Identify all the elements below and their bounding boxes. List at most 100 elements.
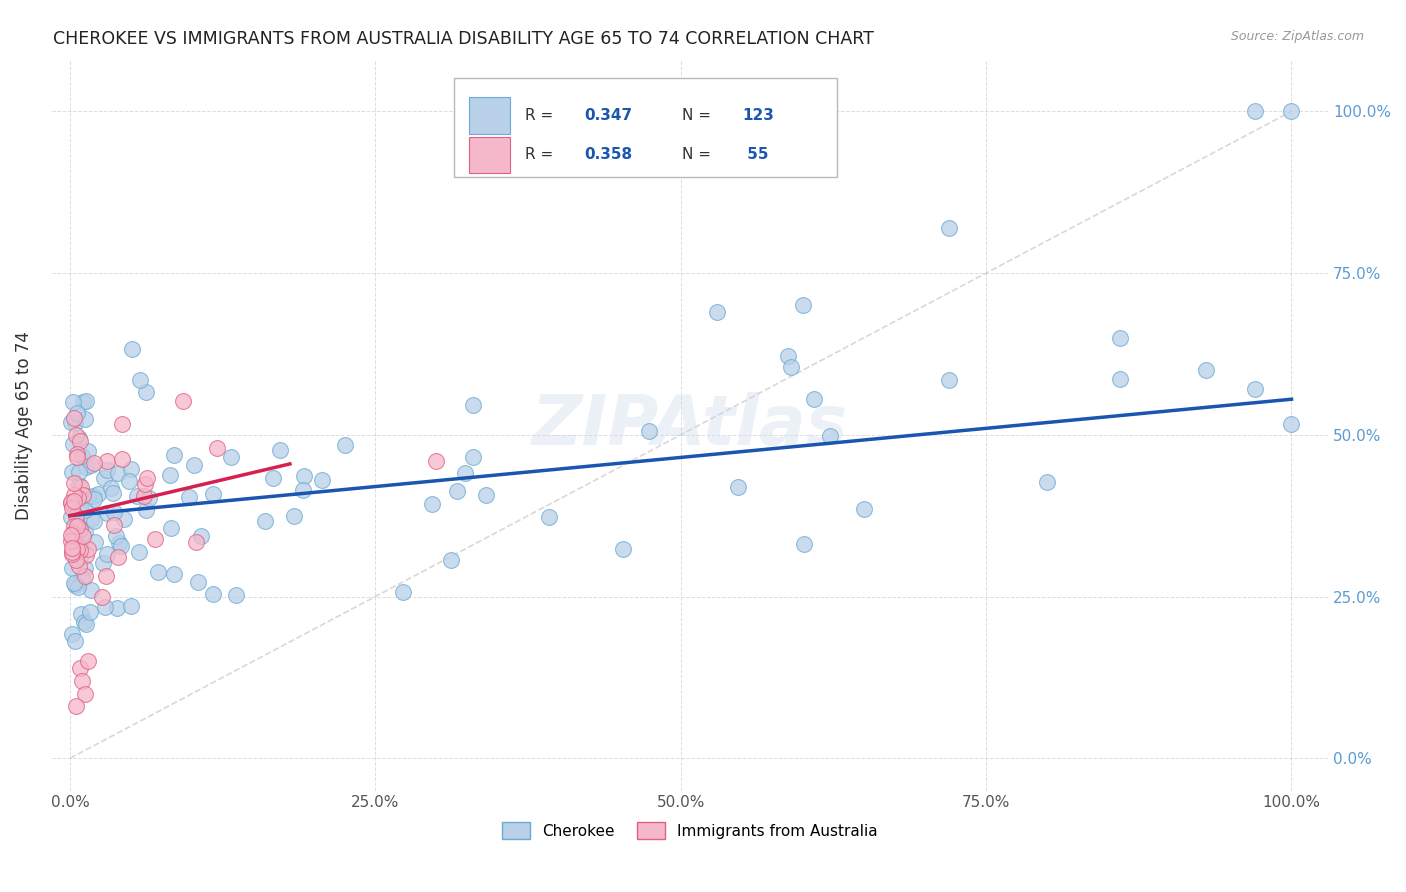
Point bbox=[66, 447, 89, 461]
Point bbox=[225, 588, 247, 602]
Text: 55: 55 bbox=[742, 147, 769, 162]
Point bbox=[107, 467, 129, 481]
Point bbox=[420, 497, 443, 511]
Text: R =: R = bbox=[526, 108, 558, 123]
Point bbox=[83, 492, 105, 507]
Point bbox=[311, 474, 333, 488]
Point bbox=[67, 465, 90, 479]
Point bbox=[779, 359, 801, 374]
Point bbox=[187, 575, 209, 590]
Point bbox=[66, 406, 89, 420]
Point bbox=[143, 533, 166, 547]
Point bbox=[335, 438, 357, 452]
Point bbox=[69, 524, 91, 538]
Point bbox=[853, 502, 876, 516]
Point bbox=[94, 599, 117, 614]
Y-axis label: Disability Age 65 to 74: Disability Age 65 to 74 bbox=[15, 331, 32, 519]
Point bbox=[65, 553, 87, 567]
Text: 0.347: 0.347 bbox=[583, 108, 633, 123]
Point bbox=[205, 441, 228, 455]
Point bbox=[1281, 104, 1303, 119]
Point bbox=[105, 601, 128, 615]
Point bbox=[262, 470, 284, 484]
Point bbox=[75, 492, 97, 507]
Point bbox=[269, 443, 291, 458]
Point bbox=[62, 395, 84, 409]
Point bbox=[453, 466, 475, 480]
Point bbox=[80, 458, 103, 472]
Point bbox=[283, 509, 305, 524]
Point bbox=[103, 518, 125, 533]
Point bbox=[938, 373, 960, 387]
Point bbox=[72, 490, 94, 504]
Point bbox=[1243, 382, 1265, 396]
Point bbox=[62, 476, 84, 491]
Point bbox=[60, 560, 83, 574]
Point bbox=[75, 411, 97, 425]
Point bbox=[93, 471, 115, 485]
Point bbox=[77, 489, 100, 503]
Bar bbox=[470, 97, 510, 134]
Point bbox=[80, 512, 103, 526]
Point bbox=[1195, 363, 1218, 377]
Point bbox=[111, 417, 134, 431]
Point bbox=[202, 486, 225, 500]
Point bbox=[111, 451, 134, 466]
Point bbox=[292, 483, 315, 497]
Point bbox=[60, 415, 83, 429]
Point bbox=[148, 565, 170, 579]
Point bbox=[96, 506, 118, 520]
Point bbox=[793, 537, 815, 551]
Point bbox=[69, 434, 91, 449]
Point bbox=[129, 373, 152, 387]
Point bbox=[67, 580, 90, 594]
Point bbox=[72, 395, 94, 409]
Point bbox=[818, 429, 841, 443]
Point bbox=[65, 509, 87, 524]
Point bbox=[60, 500, 83, 515]
Point bbox=[446, 484, 468, 499]
Point bbox=[63, 487, 86, 501]
Point bbox=[475, 488, 498, 502]
Point bbox=[1036, 475, 1059, 490]
Point bbox=[59, 528, 82, 542]
Point bbox=[63, 578, 86, 592]
Point bbox=[63, 634, 86, 648]
Point bbox=[65, 427, 87, 442]
Point bbox=[67, 431, 90, 445]
Point bbox=[121, 342, 143, 356]
Point bbox=[60, 510, 83, 524]
Point bbox=[60, 545, 83, 559]
Point bbox=[202, 587, 225, 601]
Point bbox=[77, 443, 100, 458]
Point bbox=[63, 411, 86, 425]
Point bbox=[62, 532, 84, 546]
Point bbox=[184, 535, 207, 549]
Point bbox=[70, 572, 93, 586]
Point bbox=[120, 599, 142, 613]
Point bbox=[706, 305, 728, 319]
Point bbox=[163, 566, 186, 581]
Point bbox=[159, 468, 181, 483]
Point bbox=[75, 503, 97, 517]
Point bbox=[67, 520, 90, 534]
Point bbox=[73, 687, 96, 701]
Point bbox=[96, 569, 118, 583]
Point bbox=[67, 491, 90, 505]
Point bbox=[59, 496, 82, 510]
Point bbox=[425, 453, 447, 467]
Point bbox=[69, 540, 91, 554]
Point bbox=[72, 529, 94, 543]
Point bbox=[125, 489, 148, 503]
Text: R =: R = bbox=[526, 147, 558, 162]
Point bbox=[59, 495, 82, 509]
Point bbox=[62, 494, 84, 508]
Point bbox=[104, 529, 127, 543]
Point bbox=[62, 519, 84, 533]
Point bbox=[136, 471, 159, 485]
Point bbox=[69, 542, 91, 557]
Point bbox=[72, 673, 94, 688]
Point bbox=[537, 509, 560, 524]
Point bbox=[107, 550, 129, 565]
Point bbox=[60, 627, 83, 641]
